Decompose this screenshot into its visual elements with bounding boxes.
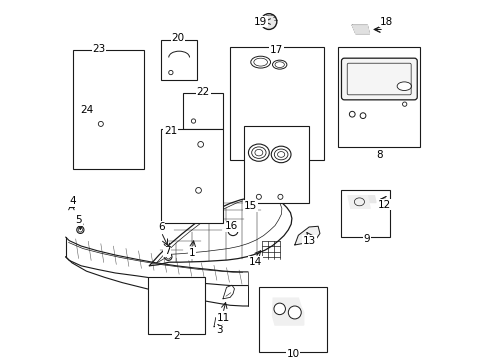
Ellipse shape bbox=[274, 62, 284, 68]
Bar bbox=[147, 276, 204, 334]
Ellipse shape bbox=[277, 152, 284, 157]
Ellipse shape bbox=[251, 147, 265, 158]
Polygon shape bbox=[362, 196, 375, 203]
Text: 24: 24 bbox=[80, 104, 93, 114]
Bar bbox=[258, 287, 326, 352]
Text: 16: 16 bbox=[225, 221, 238, 231]
Text: 20: 20 bbox=[171, 33, 184, 43]
Text: 9: 9 bbox=[363, 234, 369, 244]
Text: 21: 21 bbox=[163, 126, 177, 136]
Circle shape bbox=[77, 226, 84, 233]
Text: 10: 10 bbox=[286, 349, 299, 359]
Bar bbox=[183, 93, 223, 129]
Text: 8: 8 bbox=[375, 150, 382, 160]
Polygon shape bbox=[347, 196, 369, 208]
Text: 19: 19 bbox=[254, 17, 267, 27]
Ellipse shape bbox=[272, 60, 286, 69]
Circle shape bbox=[191, 119, 195, 123]
Circle shape bbox=[256, 194, 261, 199]
Circle shape bbox=[198, 141, 203, 147]
Ellipse shape bbox=[250, 56, 270, 68]
Polygon shape bbox=[351, 25, 369, 34]
Text: 7: 7 bbox=[163, 246, 170, 256]
Circle shape bbox=[168, 71, 173, 75]
Text: 12: 12 bbox=[377, 200, 390, 210]
Bar bbox=[337, 47, 420, 147]
Ellipse shape bbox=[271, 146, 290, 163]
Ellipse shape bbox=[274, 149, 287, 160]
Ellipse shape bbox=[254, 149, 262, 156]
Bar bbox=[161, 40, 197, 80]
Circle shape bbox=[98, 121, 103, 126]
Circle shape bbox=[360, 113, 365, 118]
Text: 17: 17 bbox=[270, 45, 283, 55]
Bar bbox=[230, 47, 323, 160]
Circle shape bbox=[261, 14, 276, 30]
Ellipse shape bbox=[248, 144, 269, 161]
Polygon shape bbox=[272, 298, 303, 325]
FancyBboxPatch shape bbox=[341, 58, 416, 100]
Bar bbox=[161, 129, 223, 223]
Bar bbox=[73, 50, 143, 169]
Text: 15: 15 bbox=[244, 201, 257, 211]
Text: 18: 18 bbox=[379, 17, 392, 27]
Bar bbox=[341, 190, 389, 237]
Circle shape bbox=[78, 228, 82, 232]
Circle shape bbox=[273, 303, 285, 315]
Circle shape bbox=[164, 253, 172, 260]
Circle shape bbox=[227, 226, 238, 235]
Circle shape bbox=[402, 102, 406, 106]
Text: 6: 6 bbox=[158, 222, 164, 232]
Text: 2: 2 bbox=[173, 331, 179, 341]
Circle shape bbox=[277, 194, 283, 199]
Bar bbox=[244, 126, 308, 203]
Text: 13: 13 bbox=[302, 236, 315, 246]
Text: 1: 1 bbox=[189, 248, 195, 258]
Circle shape bbox=[288, 306, 301, 319]
Text: 14: 14 bbox=[248, 257, 262, 267]
Ellipse shape bbox=[253, 58, 267, 66]
Text: 22: 22 bbox=[196, 87, 209, 97]
Text: 23: 23 bbox=[92, 44, 105, 54]
Text: 5: 5 bbox=[75, 215, 81, 225]
Polygon shape bbox=[294, 226, 319, 245]
Text: 11: 11 bbox=[216, 313, 229, 323]
Text: 3: 3 bbox=[216, 325, 222, 336]
Circle shape bbox=[348, 111, 354, 117]
Text: 4: 4 bbox=[69, 196, 76, 206]
Circle shape bbox=[195, 188, 201, 193]
Ellipse shape bbox=[396, 82, 411, 90]
Circle shape bbox=[166, 255, 170, 259]
